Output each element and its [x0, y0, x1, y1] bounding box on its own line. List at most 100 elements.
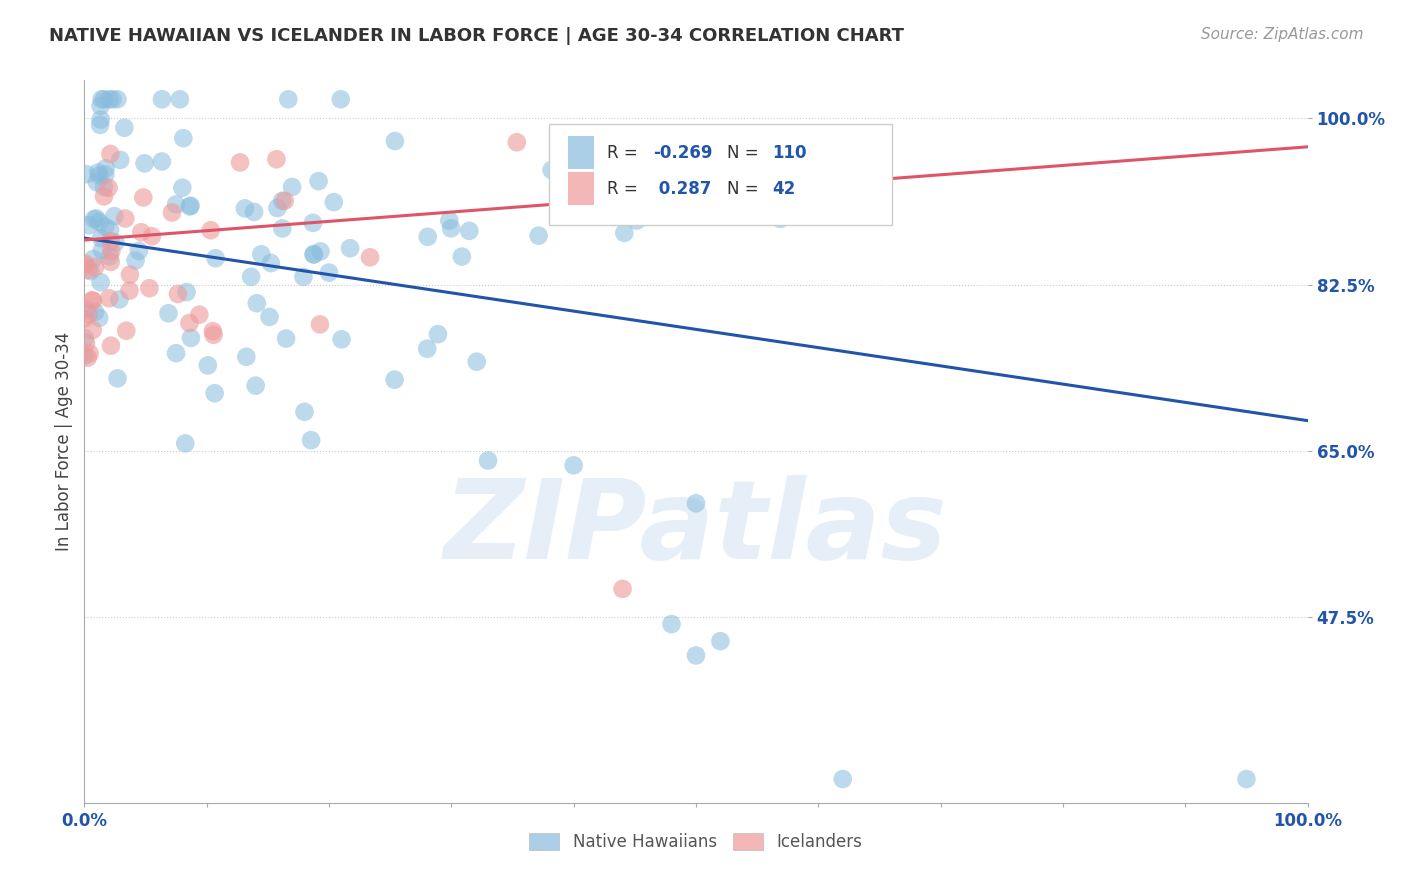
Icelanders: [118, 284, 141, 298]
Text: Source: ZipAtlas.com: Source: ZipAtlas.com: [1201, 27, 1364, 42]
Native Hawaiians: [322, 195, 344, 210]
Native Hawaiians: [477, 453, 499, 467]
Native Hawaiians: [128, 244, 150, 258]
Native Hawaiians: [83, 212, 105, 227]
Native Hawaiians: [165, 197, 187, 211]
Native Hawaiians: [197, 359, 219, 373]
Native Hawaiians: [172, 131, 194, 145]
Native Hawaiians: [86, 211, 108, 226]
Native Hawaiians: [266, 201, 288, 215]
Native Hawaiians: [458, 224, 481, 238]
Native Hawaiians: [179, 199, 201, 213]
Text: 42: 42: [772, 179, 794, 198]
Native Hawaiians: [112, 120, 135, 135]
Native Hawaiians: [240, 269, 263, 284]
Icelanders: [84, 260, 107, 274]
Icelanders: [100, 339, 122, 353]
Icelanders: [115, 324, 138, 338]
Native Hawaiians: [318, 266, 340, 280]
Icelanders: [73, 257, 96, 271]
Native Hawaiians: [329, 92, 352, 106]
Icelanders: [612, 582, 634, 596]
Native Hawaiians: [94, 168, 117, 182]
Native Hawaiians: [685, 648, 707, 663]
Native Hawaiians: [94, 161, 117, 176]
Native Hawaiians: [157, 306, 180, 320]
Native Hawaiians: [89, 169, 111, 183]
Bar: [568, 136, 595, 169]
Native Hawaiians: [204, 251, 226, 265]
Text: R =: R =: [606, 144, 643, 161]
Icelanders: [202, 327, 225, 342]
Native Hawaiians: [204, 386, 226, 401]
Native Hawaiians: [150, 92, 173, 106]
Native Hawaiians: [75, 302, 97, 317]
Native Hawaiians: [89, 215, 111, 229]
Native Hawaiians: [274, 332, 297, 346]
Native Hawaiians: [93, 180, 115, 194]
Icelanders: [76, 351, 98, 365]
Text: 0.287: 0.287: [654, 179, 711, 198]
Native Hawaiians: [271, 194, 294, 208]
Native Hawaiians: [562, 458, 585, 473]
Icelanders: [93, 189, 115, 203]
Icelanders: [160, 205, 183, 219]
Native Hawaiians: [150, 154, 173, 169]
Icelanders: [100, 255, 122, 269]
Native Hawaiians: [134, 156, 156, 170]
Text: -0.269: -0.269: [654, 144, 713, 161]
Native Hawaiians: [89, 118, 111, 132]
Native Hawaiians: [626, 213, 648, 227]
Y-axis label: In Labor Force | Age 30-34: In Labor Force | Age 30-34: [55, 332, 73, 551]
Icelanders: [97, 181, 120, 195]
Native Hawaiians: [180, 331, 202, 345]
Native Hawaiians: [426, 327, 449, 342]
Native Hawaiians: [440, 221, 463, 235]
Native Hawaiians: [82, 252, 104, 266]
Native Hawaiians: [309, 244, 332, 259]
Native Hawaiians: [90, 112, 112, 127]
FancyBboxPatch shape: [550, 124, 891, 225]
Icelanders: [77, 307, 100, 321]
Native Hawaiians: [246, 296, 269, 310]
Icelanders: [138, 281, 160, 295]
Native Hawaiians: [79, 264, 101, 278]
Icelanders: [132, 190, 155, 204]
Native Hawaiians: [292, 269, 315, 284]
Native Hawaiians: [124, 253, 146, 268]
Native Hawaiians: [180, 199, 202, 213]
Native Hawaiians: [302, 247, 325, 261]
Icelanders: [309, 318, 332, 332]
Native Hawaiians: [685, 496, 707, 510]
Native Hawaiians: [107, 371, 129, 385]
Native Hawaiians: [90, 99, 112, 113]
Icelanders: [73, 259, 96, 273]
Native Hawaiians: [110, 153, 132, 167]
Native Hawaiians: [176, 285, 198, 299]
Icelanders: [80, 293, 103, 308]
Native Hawaiians: [281, 180, 304, 194]
Text: R =: R =: [606, 179, 643, 198]
Text: N =: N =: [727, 144, 763, 161]
Icelanders: [179, 316, 201, 330]
Native Hawaiians: [605, 206, 627, 220]
Icelanders: [82, 293, 104, 308]
Native Hawaiians: [233, 202, 256, 216]
Native Hawaiians: [107, 92, 129, 106]
Native Hawaiians: [75, 167, 97, 181]
Native Hawaiians: [103, 209, 125, 223]
Legend: Native Hawaiians, Icelanders: Native Hawaiians, Icelanders: [524, 828, 868, 856]
Native Hawaiians: [90, 275, 112, 289]
Icelanders: [100, 244, 122, 258]
Native Hawaiians: [1236, 772, 1258, 786]
Native Hawaiians: [90, 92, 112, 106]
Native Hawaiians: [84, 305, 107, 319]
Icelanders: [200, 223, 222, 237]
Native Hawaiians: [439, 213, 461, 227]
Native Hawaiians: [108, 293, 131, 307]
Icelanders: [141, 229, 163, 244]
Native Hawaiians: [91, 243, 114, 257]
Text: 110: 110: [772, 144, 806, 161]
Native Hawaiians: [73, 349, 96, 363]
Icelanders: [73, 311, 96, 326]
